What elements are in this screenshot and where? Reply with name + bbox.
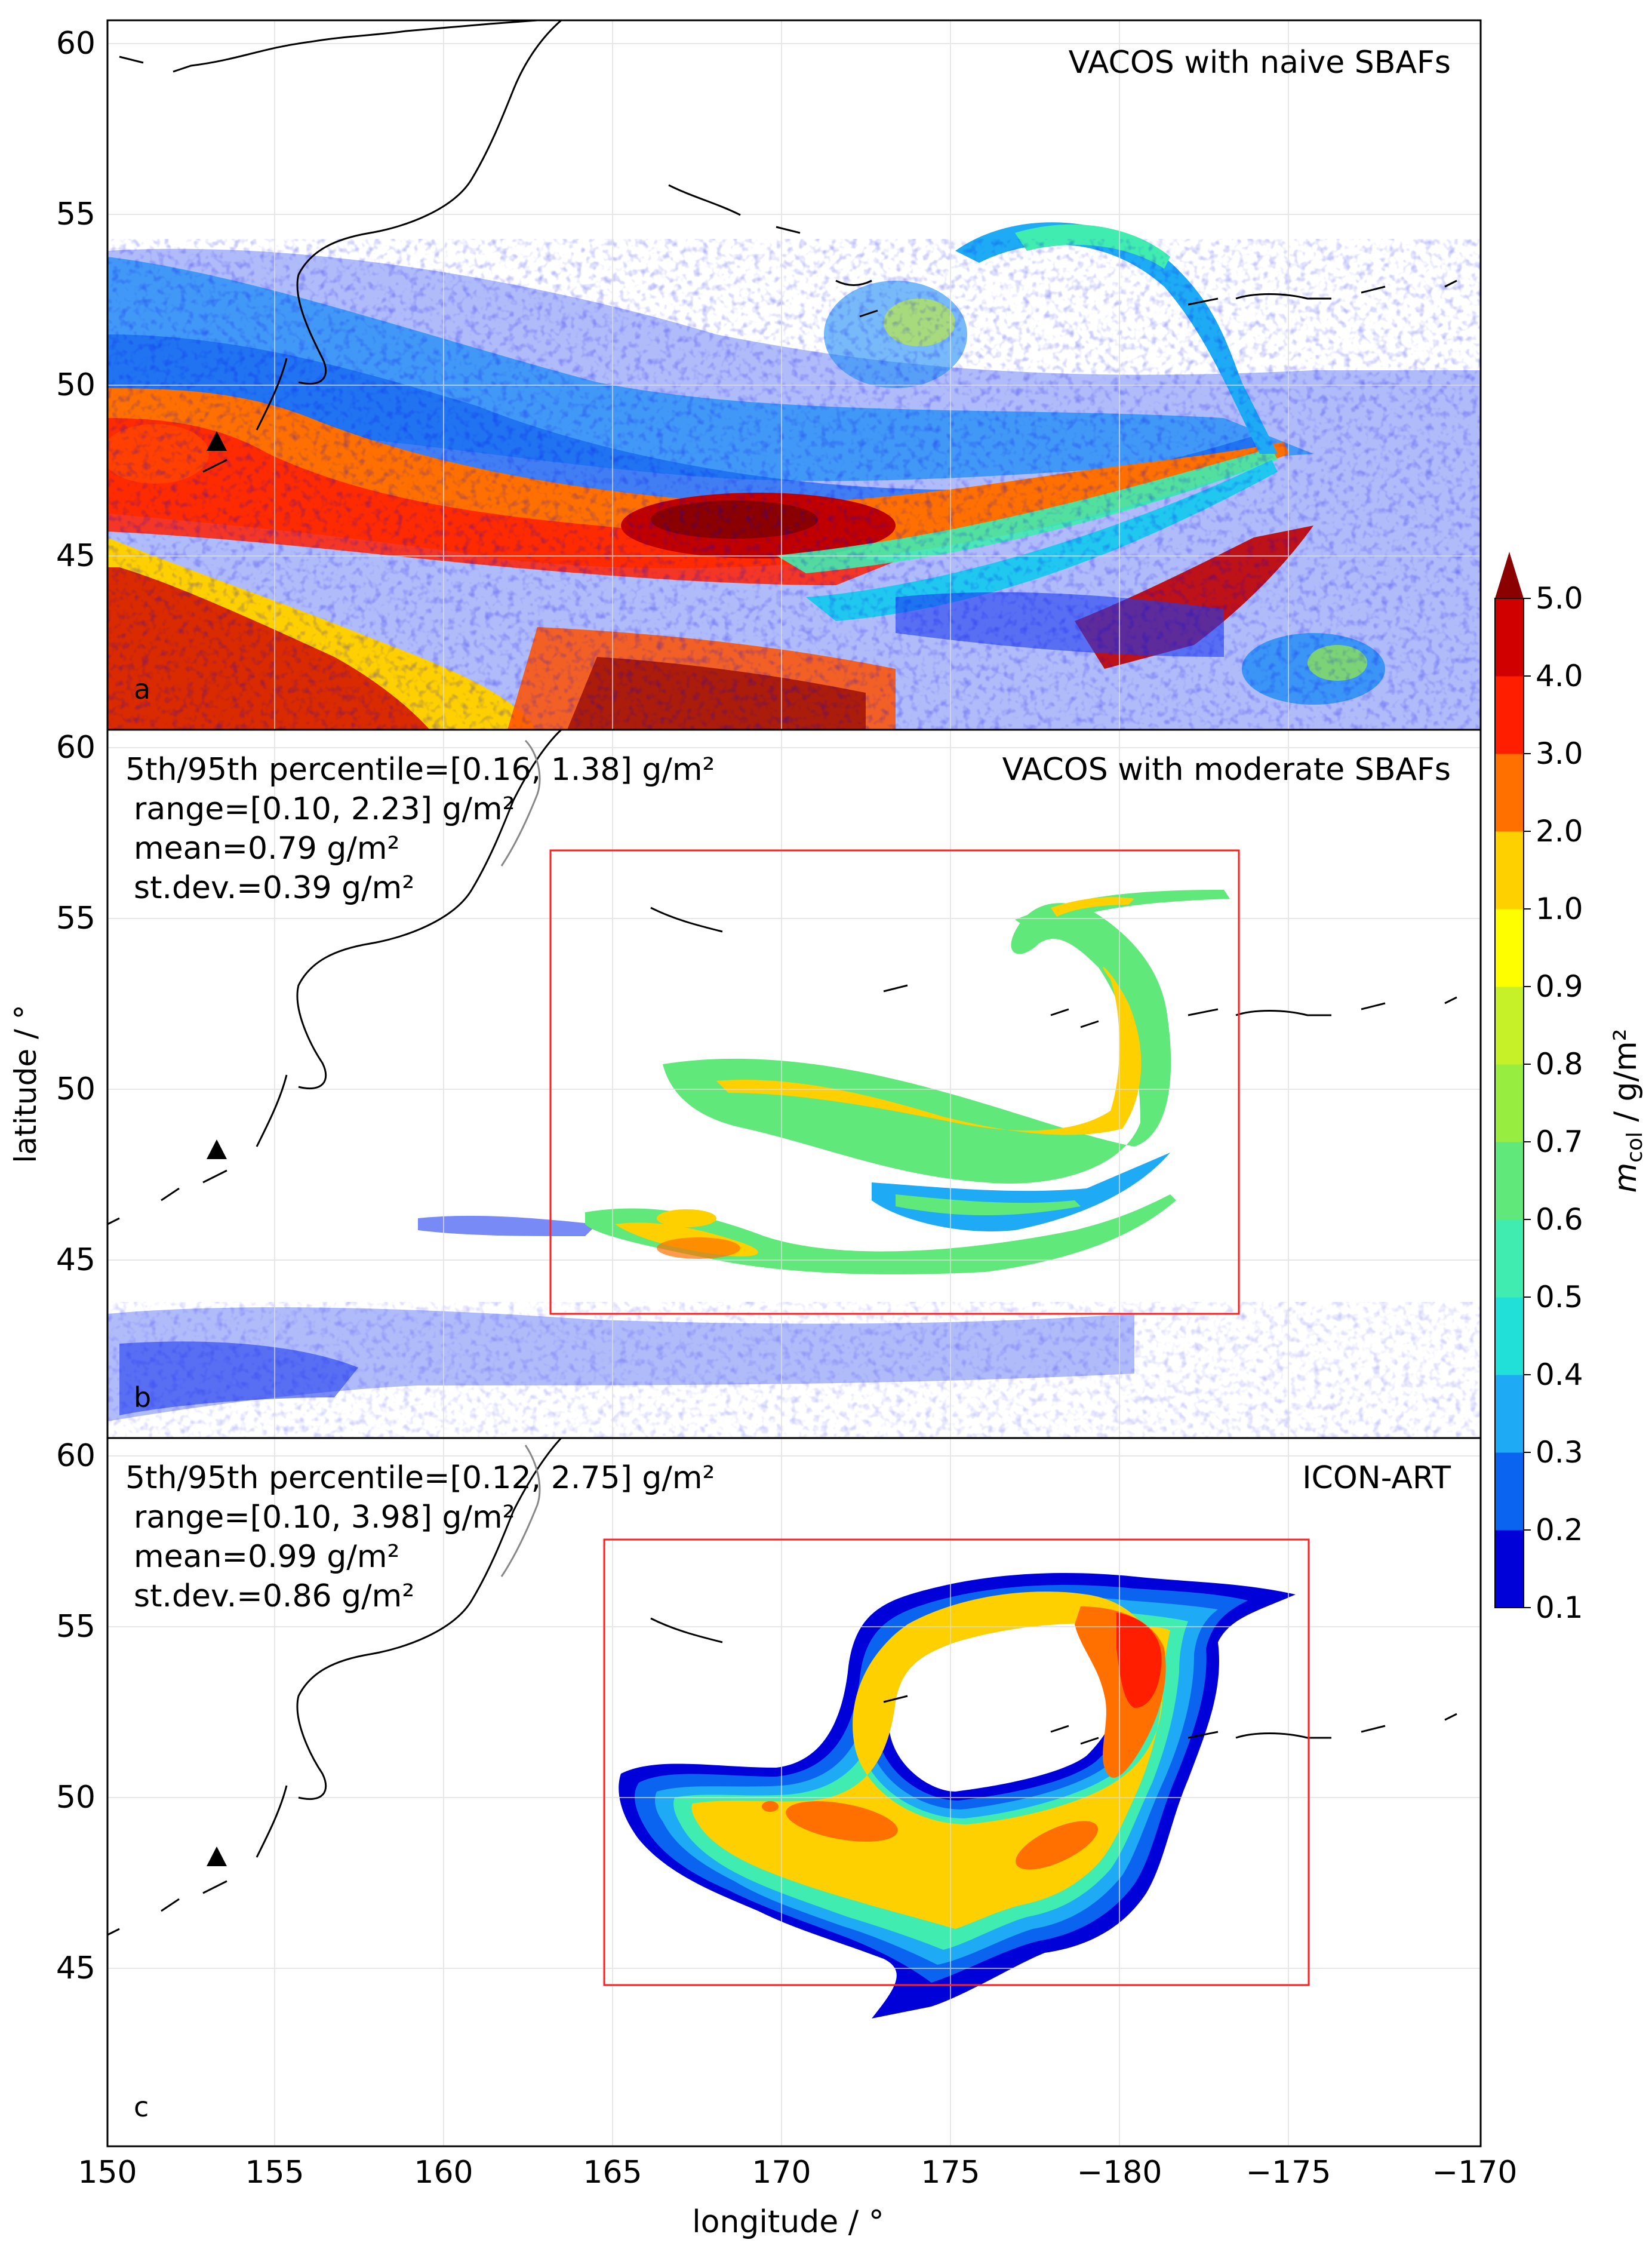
panel-c-label: ICON-ART [1302,1460,1451,1496]
colorbar-segment [1495,598,1524,677]
colorbar-segment [1495,1297,1524,1375]
colorbar-tick-label: 0.5 [1536,1280,1583,1314]
x-tick-155: 155 [245,2155,304,2190]
panel-a-letter: a [134,673,150,705]
y-tick-c-55: 55 [56,1609,96,1645]
panel-b-analysis-box [549,849,1240,1315]
panel-b-coastline [107,729,1457,1225]
colorbar-tick-label: 3.0 [1536,736,1583,771]
y-tick-a-50: 50 [56,367,96,403]
colorbar-label-sub: col [1623,1132,1647,1163]
panel-b-stat-percentile: 5th/95th percentile=[0.16, 1.38] g/m² [125,752,715,788]
panel-b-letter: b [134,1381,151,1414]
panel-a-ash-field [107,222,1481,730]
panel-a: a VACOS with naive SBAFs [106,19,1482,731]
colorbar-segment [1495,1530,1524,1608]
panel-b-volcano-marker [207,1139,227,1159]
panel-c-grid [107,1438,1481,2146]
colorbar-tick-label: 0.2 [1536,1513,1583,1547]
panel-c-ash-field [619,1573,1296,2018]
colorbar-tick-label: 2.0 [1536,814,1583,849]
colorbar-tick-label: 5.0 [1536,581,1583,616]
colorbar-label-main: m [1608,1163,1644,1193]
y-tick-a-55: 55 [56,196,96,232]
colorbar-tick-label: 4.0 [1536,659,1583,693]
panel-c-volcano-marker [207,1846,227,1866]
colorbar-segment [1495,1142,1524,1220]
colorbar-tick-label: 0.8 [1536,1047,1583,1082]
panel-a-label: VACOS with naive SBAFs [1069,45,1451,81]
x-axis-label: longitude / ° [692,2204,884,2240]
panel-c-stat-stdev: st.dev.=0.86 g/m² [134,1578,414,1614]
colorbar-segment [1495,1452,1524,1531]
panel-c-stat-range: range=[0.10, 3.98] g/m² [134,1500,515,1535]
colorbar-tick-label: 0.4 [1536,1357,1583,1392]
colorbar-tick-label: 0.6 [1536,1202,1583,1237]
x-tick-160: 160 [414,2155,473,2190]
colorbar-tick-label: 0.1 [1536,1590,1583,1625]
panel-c-analysis-box [603,1538,1310,1986]
y-tick-c-45: 45 [56,1950,96,1986]
panel-b-ash-field [107,890,1481,1438]
x-tick-m170: −170 [1432,2155,1518,2190]
y-tick-b-45: 45 [56,1242,96,1278]
colorbar-label-unit: / g/m² [1608,1028,1644,1132]
panel-c-stat-mean: mean=0.99 g/m² [134,1539,399,1575]
panel-b-stat-range: range=[0.10, 2.23] g/m² [134,791,515,827]
panel-c-coastline [107,1437,1457,1936]
colorbar-tick-label: 1.0 [1536,892,1583,926]
panel-b-stat-mean: mean=0.79 g/m² [134,831,399,867]
y-tick-a-45: 45 [56,538,96,574]
panel-c-stat-percentile: 5th/95th percentile=[0.12, 2.75] g/m² [125,1460,715,1496]
colorbar-segment [1495,754,1524,832]
colorbar-segment [1495,987,1524,1065]
colorbar-segment [1495,1219,1524,1298]
colorbar-segment [1495,676,1524,754]
y-tick-b-50: 50 [56,1071,96,1107]
panel-a-coastline [119,19,1457,473]
x-tick-m180: −180 [1077,2155,1162,2190]
y-tick-a-60: 60 [56,26,96,62]
panel-c-frame [106,1437,1482,2147]
colorbar-tick-label: 0.7 [1536,1124,1583,1159]
colorbar-segment [1495,1064,1524,1142]
colorbar: 0.1 0.2 0.3 0.4 0.5 0.6 0.7 0.8 0.9 1.0 2.0 3.0 4.0 5… [1494,552,1647,1625]
y-tick-b-60: 60 [56,730,96,766]
y-tick-c-60: 60 [56,1438,96,1474]
colorbar-tick-label: 0.9 [1536,969,1583,1004]
colorbar-extend-arrow [1495,552,1524,598]
colorbar-segments [1495,598,1524,1608]
colorbar-segment [1495,1375,1524,1453]
panel-a-volcano-marker [207,431,227,451]
x-tick-150: 150 [78,2155,137,2190]
x-axis-ticks: 150 155 160 165 170 175 −180 −175 −170 [78,2155,1517,2190]
panel-b-label: VACOS with moderate SBAFs [1002,752,1451,788]
colorbar-frame [1494,598,1524,1608]
panel-c-letter: c [134,2091,149,2123]
panel-b-grid [107,730,1481,1438]
y-tick-b-55: 55 [56,901,96,936]
y-axis-ticks: 60 55 50 45 60 55 50 45 60 55 50 45 [56,26,96,1986]
x-tick-165: 165 [583,2155,642,2190]
x-tick-170: 170 [752,2155,811,2190]
colorbar-segment [1495,909,1524,987]
y-tick-c-50: 50 [56,1780,96,1815]
colorbar-tick-label: 0.3 [1536,1435,1583,1470]
panel-b-stat-stdev: st.dev.=0.39 g/m² [134,870,414,906]
panel-a-grid [107,20,1481,730]
x-tick-175: 175 [921,2155,980,2190]
x-tick-m175: −175 [1246,2155,1331,2190]
colorbar-label: mcol / g/m² [1608,1028,1647,1193]
y-axis-label: latitude / ° [8,1004,43,1163]
colorbar-ticks: 0.1 0.2 0.3 0.4 0.5 0.6 0.7 0.8 0.9 1.0 2.0 3.0 4.0 5… [1524,581,1583,1625]
panel-c: c ICON-ART 5th/95th percentile=[0.12, 2.… [106,1437,1482,2147]
colorbar-segment [1495,831,1524,910]
panel-b: b VACOS with moderate SBAFs 5th/95th per… [106,729,1482,1439]
